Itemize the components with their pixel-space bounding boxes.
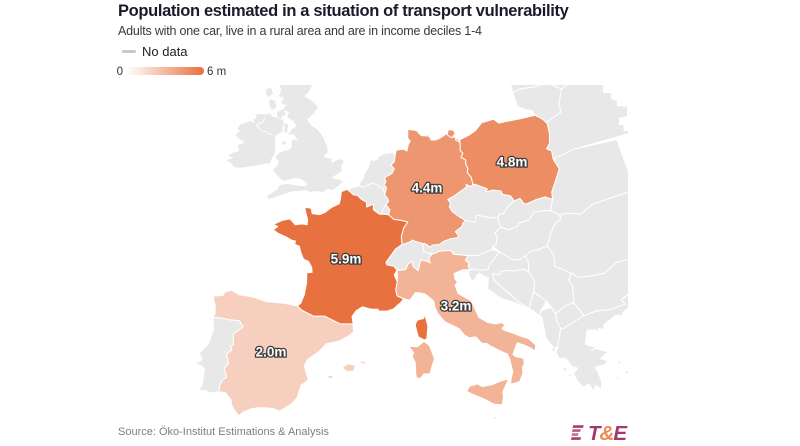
svg-text:3.2m: 3.2m: [441, 299, 472, 314]
svg-text:4.8m: 4.8m: [497, 155, 528, 170]
svg-text:4.4m: 4.4m: [412, 181, 443, 196]
svg-text:2.0m: 2.0m: [256, 345, 287, 360]
svg-text:5.9m: 5.9m: [331, 252, 362, 267]
